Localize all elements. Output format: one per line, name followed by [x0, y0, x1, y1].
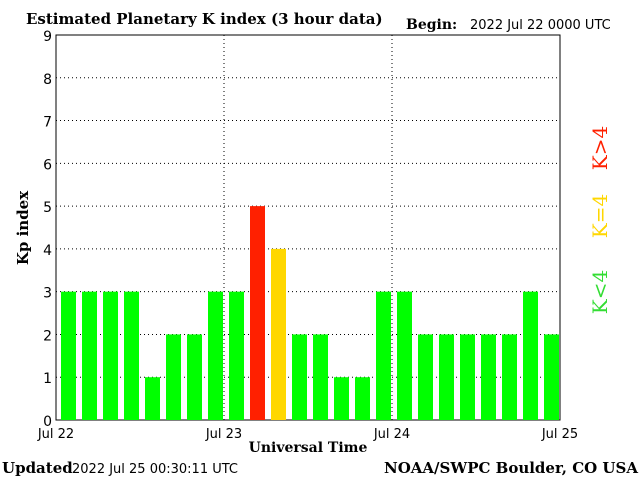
y-tick-labels: 0 1 2 3 4 5 6 7 8 9 [43, 29, 52, 430]
x-axis-label: Universal Time [249, 440, 368, 456]
kp-bar [313, 334, 328, 420]
plot-frame [55, 34, 561, 421]
y-tick-label: 1 [43, 371, 52, 387]
x-tick-label: Jul 24 [373, 427, 410, 442]
chart-title: Estimated Planetary K index (3 hour data… [26, 10, 383, 28]
kp-bar [124, 291, 139, 420]
y-tick-label: 5 [43, 200, 52, 216]
kp-bar [523, 291, 538, 420]
kp-bars [61, 206, 559, 420]
grid-lines [56, 35, 560, 420]
legend-k-less-4: K<4 [588, 270, 612, 314]
kp-bar [502, 334, 517, 420]
kp-bar [166, 334, 181, 420]
y-tick-label: 2 [43, 328, 52, 344]
updated-value: 2022 Jul 25 00:30:11 UTC [72, 462, 238, 477]
kp-bar [145, 377, 160, 420]
kp-bar [61, 291, 76, 420]
x-tick-label: Jul 22 [37, 427, 74, 442]
kp-bar [208, 291, 223, 420]
y-axis-label: Kp index [14, 190, 32, 265]
x-tick-labels: Jul 22 Jul 23 Jul 24 Jul 25 [37, 427, 578, 442]
kp-bar [460, 334, 475, 420]
legend-k-equal-4: K=4 [588, 194, 612, 238]
x-tick-label: Jul 23 [205, 427, 242, 442]
y-tick-label: 4 [43, 243, 52, 259]
x-tick-label: Jul 25 [541, 427, 578, 442]
kp-bar [103, 291, 118, 420]
y-tick-label: 3 [43, 286, 52, 302]
kp-bar [292, 334, 307, 420]
y-tick-label: 7 [43, 115, 52, 131]
kp-bar [439, 334, 454, 420]
kp-bar [418, 334, 433, 420]
kp-bar [271, 248, 286, 420]
kp-bar [544, 334, 559, 420]
y-tick-label: 6 [43, 157, 52, 173]
y-tick-label: 8 [43, 72, 52, 88]
y-tick-label: 9 [43, 29, 52, 45]
y-tick-label: 0 [43, 414, 52, 430]
kp-bar [250, 206, 265, 420]
kp-bar [334, 377, 349, 420]
kp-bar [229, 291, 244, 420]
kp-bar [481, 334, 496, 420]
updated-label: Updated [2, 459, 73, 477]
kp-bar [82, 291, 97, 420]
kp-bar [355, 377, 370, 420]
credit-text: NOAA/SWPC Boulder, CO USA [384, 459, 638, 477]
legend-k-greater-4: K>4 [588, 126, 612, 170]
kp-bar [376, 291, 391, 420]
kp-bar [187, 334, 202, 420]
kp-bar [397, 291, 412, 420]
begin-value: 2022 Jul 22 0000 UTC [470, 18, 611, 33]
begin-label: Begin: [406, 17, 457, 33]
